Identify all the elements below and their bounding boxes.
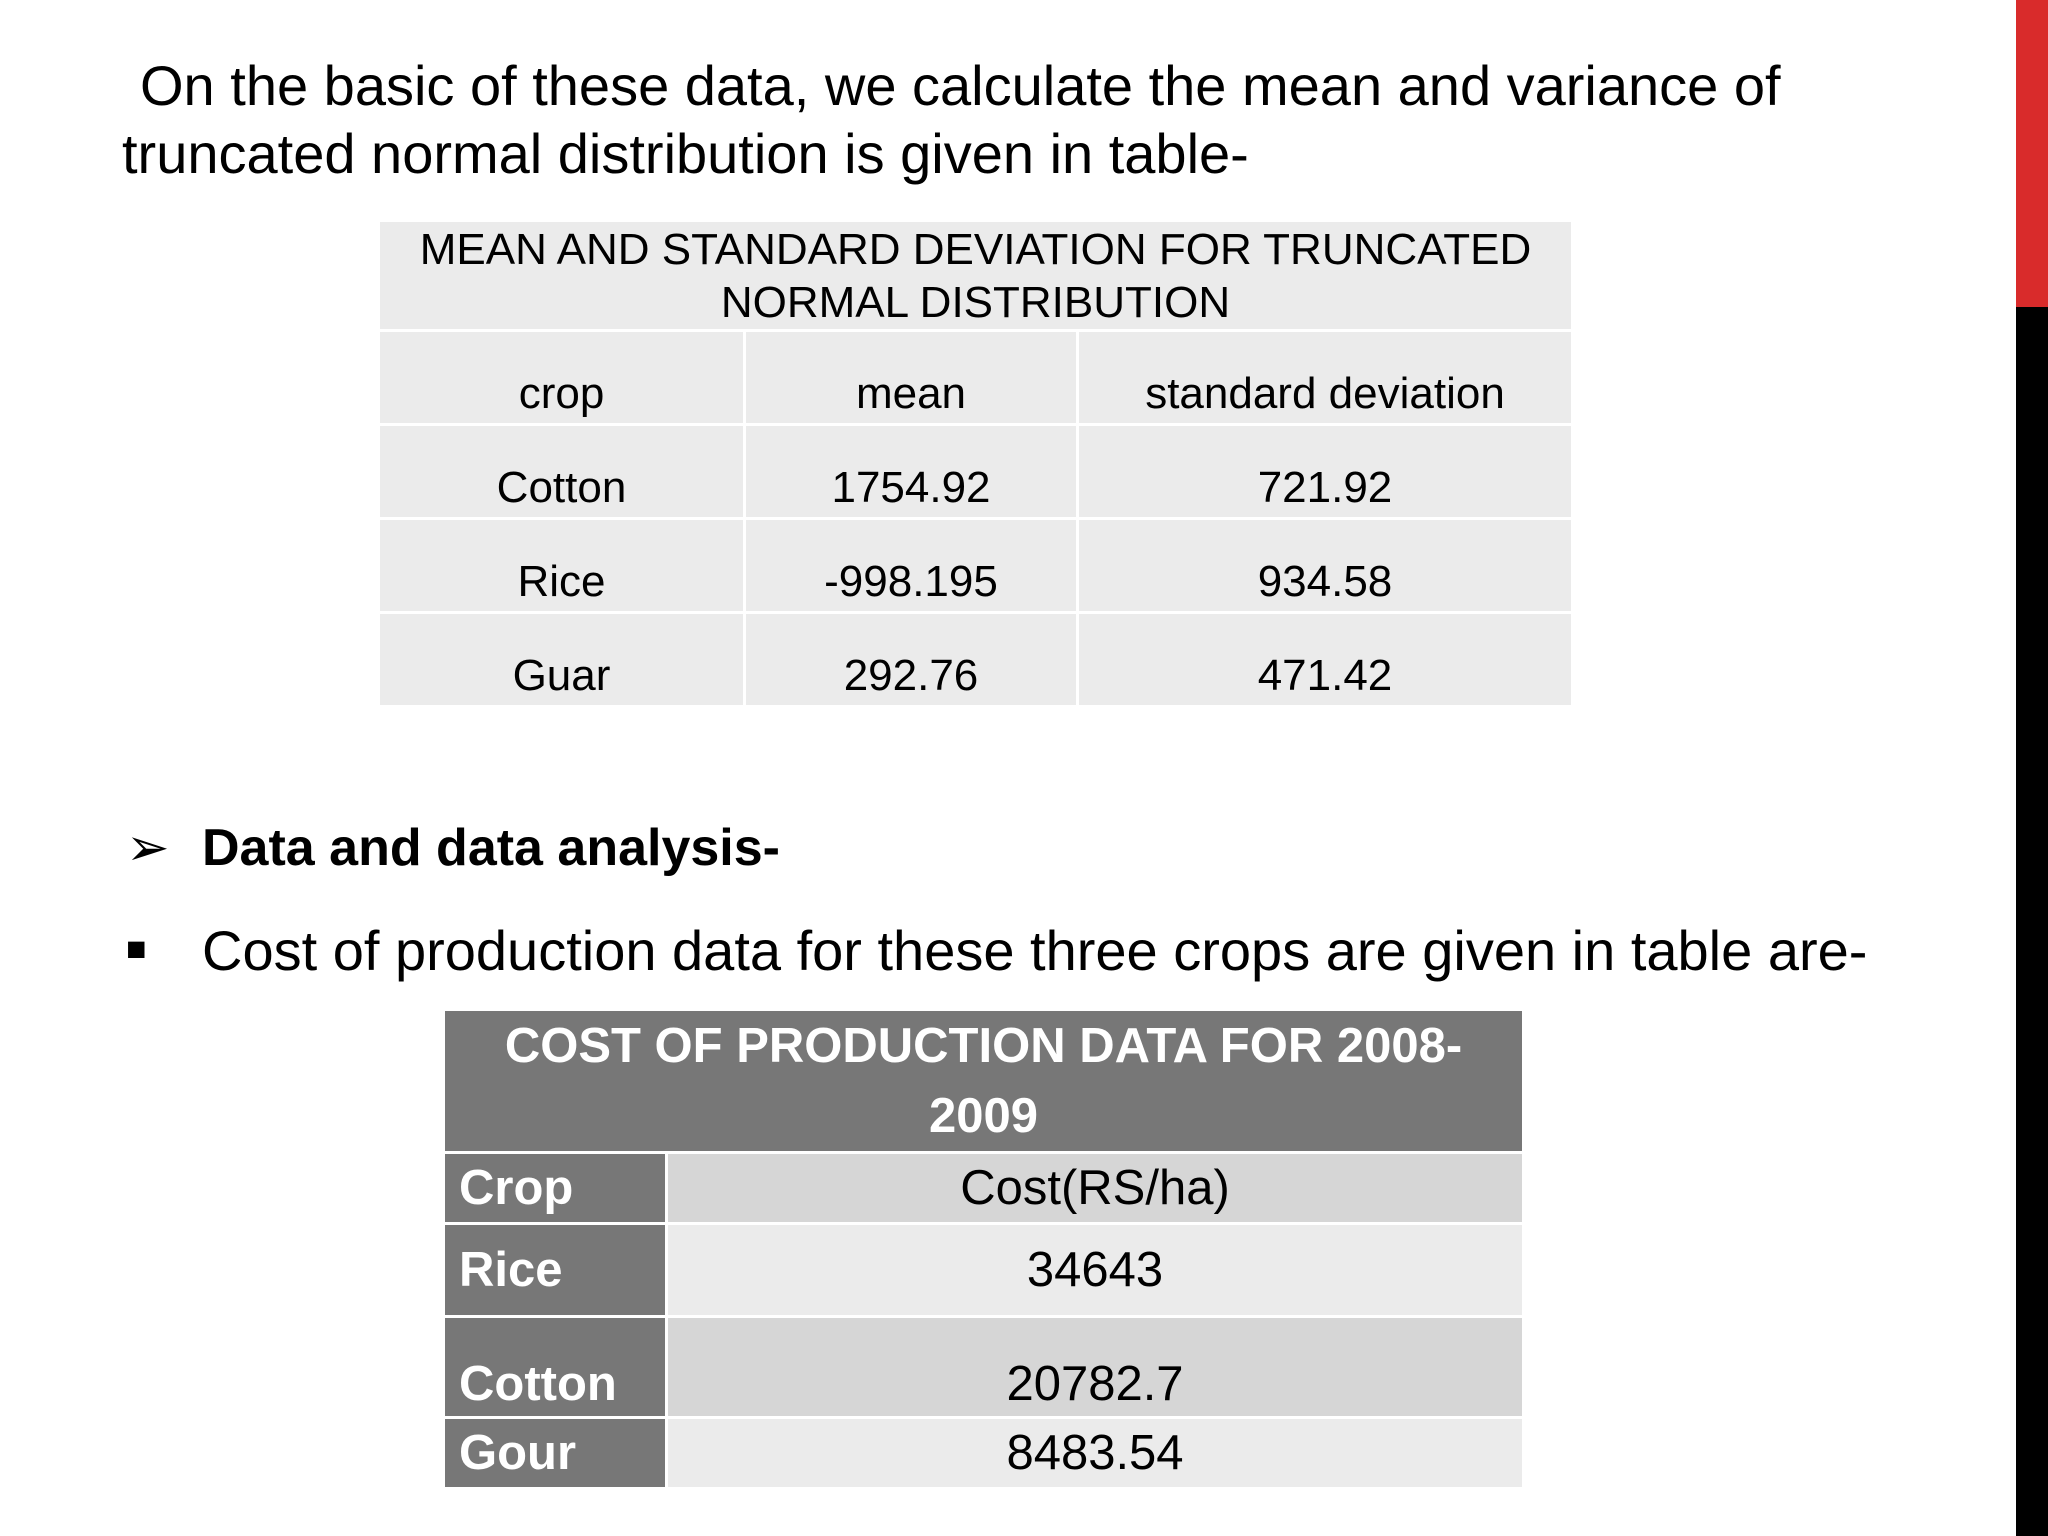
table1-cell-sd: 934.58 <box>1079 520 1571 611</box>
table1-cell-sd: 471.42 <box>1079 614 1571 705</box>
table2-caption-line1: COST OF PRODUCTION DATA FOR 2008- <box>504 1019 1463 1073</box>
table2-caption: COST OF PRODUCTION DATA FOR 2008- 2009 <box>445 1011 1522 1151</box>
table2-cell-cost: 34643 <box>668 1225 1522 1315</box>
table1-cell-mean: 292.76 <box>746 614 1076 705</box>
table1-header-row: crop mean standard deviation <box>380 332 1571 423</box>
table2-caption-line2: 2009 <box>928 1089 1038 1143</box>
table2-cell-cost: 20782.7 <box>668 1318 1522 1416</box>
table1-cell-sd: 721.92 <box>1079 426 1571 517</box>
table1-cell-crop: Cotton <box>380 426 743 517</box>
table1-caption-line1: MEAN AND STANDARD DEVIATION FOR TRUNCATE… <box>419 224 1532 274</box>
cost-of-production-table: COST OF PRODUCTION DATA FOR 2008- 2009 C… <box>442 1008 1525 1490</box>
table-row: Guar 292.76 471.42 <box>380 614 1571 705</box>
table2-cell-cost: 8483.54 <box>668 1419 1522 1487</box>
table1-cell-mean: -998.195 <box>746 520 1076 611</box>
bullet-text: ■ Cost of production data for these three… <box>126 918 1867 983</box>
square-bullet-icon: ■ <box>126 929 147 968</box>
table1-header-mean: mean <box>746 332 1076 423</box>
intro-paragraph: On the basic of these data, we calculate… <box>122 52 2002 188</box>
bullet-heading: ➢ Data and data analysis- <box>126 818 780 878</box>
accent-bar-black <box>2016 307 2048 1536</box>
table1-header-sd: standard deviation <box>1079 332 1571 423</box>
table-row: Rice 34643 <box>445 1225 1522 1315</box>
table1-cell-crop: Guar <box>380 614 743 705</box>
table-row: Gour 8483.54 <box>445 1419 1522 1487</box>
table2-cell-crop: Cotton <box>445 1318 665 1416</box>
table1-header-crop: crop <box>380 332 743 423</box>
table1-caption: MEAN AND STANDARD DEVIATION FOR TRUNCATE… <box>380 222 1571 329</box>
arrow-bullet-icon: ➢ <box>126 819 170 877</box>
table-row: Rice -998.195 934.58 <box>380 520 1571 611</box>
table2-header-cost: Cost(RS/ha) <box>668 1154 1522 1222</box>
table2-cell-crop: Rice <box>445 1225 665 1315</box>
table-row: Cotton 20782.7 <box>445 1318 1522 1416</box>
table2-cell-crop: Gour <box>445 1419 665 1487</box>
bullet-text-content: Cost of production data for these three … <box>202 919 1868 982</box>
table1-cell-mean: 1754.92 <box>746 426 1076 517</box>
section-heading: Data and data analysis- <box>202 819 780 877</box>
intro-line-2: truncated normal distribution is given i… <box>122 122 1249 185</box>
table-row: Cotton 1754.92 721.92 <box>380 426 1571 517</box>
table2-header-row: Crop Cost(RS/ha) <box>445 1154 1522 1222</box>
table2-header-crop: Crop <box>445 1154 665 1222</box>
table1-caption-line2: NORMAL DISTRIBUTION <box>720 277 1231 327</box>
table1-cell-crop: Rice <box>380 520 743 611</box>
mean-sd-table: MEAN AND STANDARD DEVIATION FOR TRUNCATE… <box>377 219 1574 708</box>
intro-line-1: On the basic of these data, we calculate… <box>140 54 1781 117</box>
accent-bar-red <box>2016 0 2048 307</box>
